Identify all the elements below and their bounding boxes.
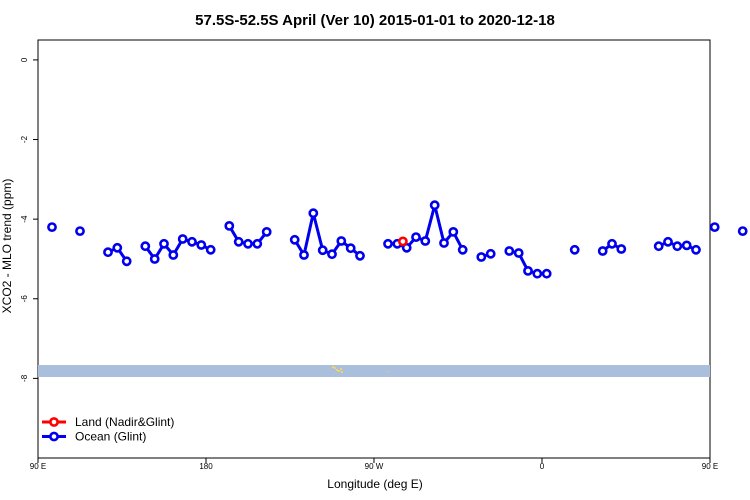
y-axis-label: XCO2 - MLO trend (ppm): [0, 179, 14, 314]
data-point: [485, 248, 496, 259]
series-layer: [47, 200, 748, 279]
data-point: [121, 256, 132, 267]
data-point: [709, 222, 720, 232]
data-point: [411, 232, 421, 242]
x-axis-label: Longitude (deg E): [327, 477, 422, 491]
y-tick-label: -8: [20, 374, 29, 382]
data-point: [233, 236, 244, 247]
data-point: [541, 268, 552, 279]
x-tick-label: 180: [199, 462, 213, 471]
data-point: [523, 265, 533, 276]
data-point: [149, 254, 160, 264]
series-ocean: [47, 200, 748, 279]
data-point: [345, 243, 356, 254]
data-point: [168, 250, 179, 260]
data-point: [532, 268, 543, 279]
data-point: [75, 226, 85, 236]
data-point: [308, 208, 319, 219]
land-speck: [336, 369, 338, 371]
data-point: [663, 236, 673, 247]
data-point: [513, 248, 524, 258]
data-point: [383, 238, 393, 249]
data-point: [616, 244, 627, 254]
data-point: [159, 238, 169, 249]
legend-label: Ocean (Glint): [75, 430, 146, 444]
data-point: [243, 238, 253, 249]
y-axis: 0 -2 -4 -6 -8: [20, 57, 38, 382]
y-tick-label: -4: [20, 215, 29, 223]
land-speck: [334, 367, 336, 369]
x-tick-label: 90 E: [702, 462, 718, 471]
x-tick-label: 90 E: [30, 462, 46, 471]
data-point: [355, 250, 365, 261]
data-point: [289, 234, 300, 245]
y-tick-label: -6: [20, 295, 29, 303]
land-speckles: [332, 366, 388, 373]
plot-area: [37, 39, 711, 459]
data-point: [653, 241, 664, 252]
data-point: [112, 242, 123, 253]
data-point: [336, 236, 347, 246]
data-point: [224, 220, 235, 231]
x-tick-label: 0: [540, 462, 545, 471]
land-speck: [338, 370, 340, 372]
data-point: [476, 252, 487, 262]
data-point: [504, 246, 515, 256]
data-point: [429, 200, 440, 211]
data-point: [47, 222, 57, 232]
data-point: [140, 241, 151, 252]
map-strip: [38, 365, 710, 377]
land-speck: [332, 366, 334, 368]
data-point: [457, 244, 468, 255]
land-speck: [341, 371, 343, 373]
data-point: [691, 244, 701, 255]
legend-entry: Ocean (Glint): [42, 430, 146, 444]
x-axis: 90 E 180 90 W 0 90 E: [30, 458, 718, 471]
data-point: [317, 245, 328, 256]
data-point: [196, 240, 207, 250]
data-point: [737, 226, 748, 236]
chart-title: 57.5S-52.5S April (Ver 10) 2015-01-01 to…: [195, 12, 555, 29]
land-speck: [340, 368, 342, 370]
legend-marker: [49, 417, 59, 427]
series-land: [397, 236, 408, 247]
data-point: [103, 247, 113, 258]
data-point: [681, 240, 692, 251]
data-point: [448, 226, 459, 237]
data-point: [439, 238, 449, 248]
ocean-band: [38, 365, 710, 377]
data-point: [261, 226, 272, 237]
data-point: [597, 246, 608, 256]
data-point: [569, 244, 580, 255]
data-point: [299, 250, 309, 260]
legend-entry: Land (Nadir&Glint): [42, 415, 174, 429]
data-point: [205, 244, 216, 255]
data-point: [187, 236, 197, 247]
legend: Land (Nadir&Glint)Ocean (Glint): [42, 415, 174, 444]
data-point: [252, 238, 263, 249]
land-speck: [387, 371, 388, 372]
data-point: [607, 238, 617, 249]
data-point: [397, 236, 408, 247]
legend-label: Land (Nadir&Glint): [75, 415, 174, 429]
y-tick-label: -2: [20, 135, 29, 143]
y-tick-label: 0: [20, 57, 29, 62]
data-point: [177, 234, 188, 244]
data-point: [420, 236, 431, 246]
data-point: [672, 241, 683, 252]
data-point: [327, 249, 337, 260]
legend-marker: [49, 431, 59, 442]
x-tick-label: 90 W: [365, 462, 384, 471]
